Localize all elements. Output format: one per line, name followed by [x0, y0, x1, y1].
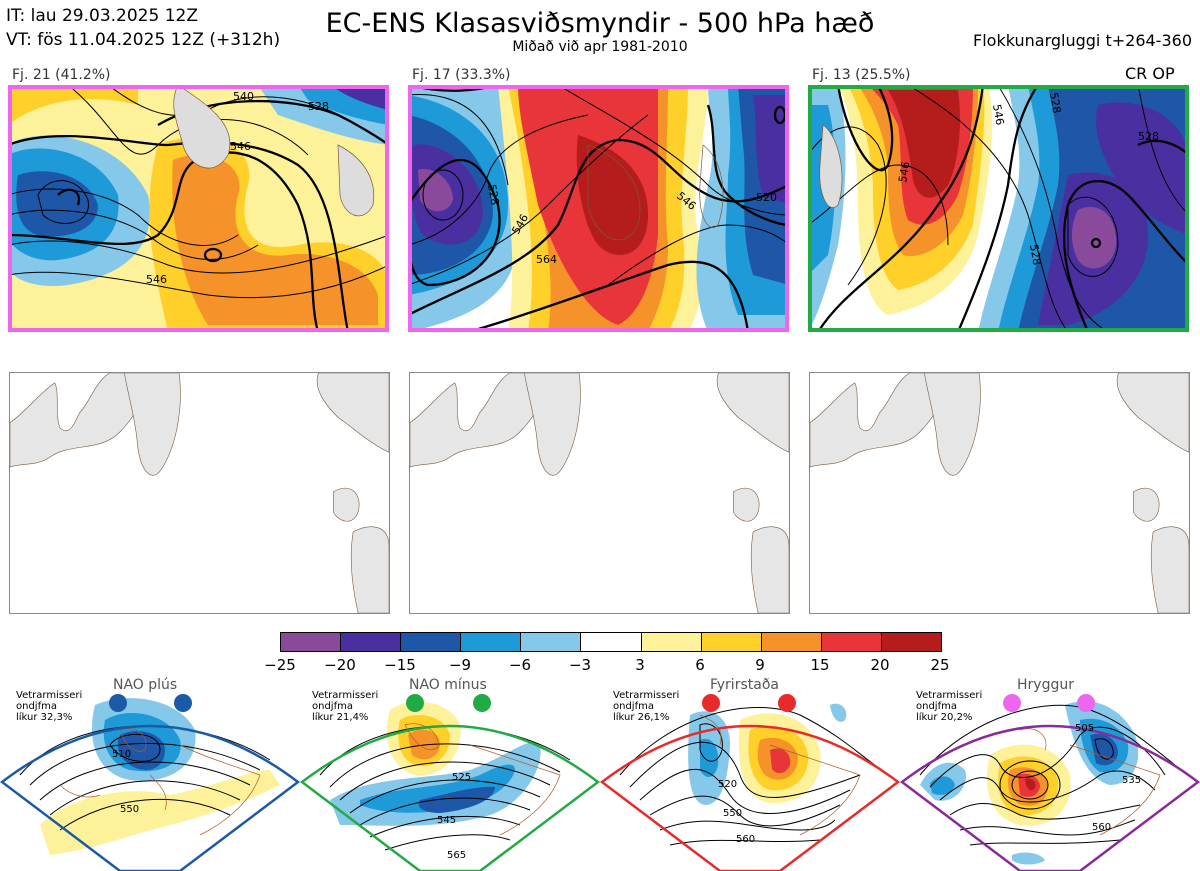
cluster-1-frame — [8, 85, 389, 332]
cluster-2-frame — [408, 85, 789, 332]
regime-marker — [778, 694, 796, 712]
page-subtitle: Miðað við apr 1981-2010 — [512, 39, 688, 55]
contour-label: 510 — [112, 749, 131, 760]
colorbar-tick: 9 — [755, 656, 765, 674]
colorbar-segment — [521, 633, 582, 651]
regime-blocking[interactable]: 520 550 560 — [599, 675, 901, 871]
contour-label: 560 — [1092, 822, 1111, 833]
contour-label: 528 — [308, 100, 329, 113]
colorbar-tick: 25 — [930, 656, 950, 674]
cluster-1-label: Fj. 21 (41.2%) — [12, 67, 111, 83]
regime-caption: Vetrarmisseri ondjfma líkur 26,1% — [613, 690, 680, 723]
regime-title: Fyrirstaða — [710, 677, 779, 693]
contour-label: 528 — [1027, 243, 1043, 266]
regime-marker — [1077, 694, 1095, 712]
colorbar-segment — [341, 633, 402, 651]
contour-label: 546 — [896, 161, 912, 184]
contour-label: 528 — [485, 183, 501, 206]
colorbar-segment — [461, 633, 522, 651]
contour-label: 546 — [990, 103, 1006, 126]
colorbar-segment — [761, 633, 822, 651]
page-title: EC-ENS Klasasviðsmyndir - 500 hPa hæð — [325, 8, 875, 39]
cluster-3-frame — [808, 85, 1189, 332]
cluster-2-label: Fj. 17 (33.3%) — [412, 67, 511, 83]
colorbar-segment — [401, 633, 462, 651]
regime-title: Hryggur — [1017, 677, 1074, 693]
colorbar-tick: −25 — [264, 656, 296, 674]
contour-label: 546 — [146, 273, 167, 286]
regime-title: NAO mínus — [409, 677, 487, 693]
init-time: IT: lau 29.03.2025 12Z — [6, 6, 198, 26]
contour-label: 535 — [1122, 775, 1141, 786]
regime-caption: Vetrarmisseri ondjfma líkur 21,4% — [312, 690, 379, 723]
contour-label: 550 — [723, 808, 742, 819]
colorbar-tick: −6 — [508, 656, 532, 674]
control-operational-tag: CR OP — [1125, 64, 1175, 83]
run-info: IT: lau 29.03.2025 12Z VT: fös 11.04.202… — [6, 4, 280, 52]
contour-label: 520 — [718, 779, 737, 790]
regime-marker — [174, 694, 192, 712]
colorbar-tick: 15 — [810, 656, 830, 674]
contour-label: 540 — [233, 90, 254, 103]
contour-label: 520 — [756, 191, 777, 204]
regime-frame — [299, 724, 601, 871]
colorbar-segment — [701, 633, 762, 651]
regime-frame — [0, 724, 301, 871]
contour-label: 528 — [1047, 92, 1063, 115]
colorbar-tick: −3 — [568, 656, 592, 674]
colorbar-tick: 3 — [635, 656, 645, 674]
colorbar-segment — [881, 633, 942, 651]
regime-marker — [1003, 694, 1021, 712]
regime-nao-plus[interactable]: 510 550 — [0, 675, 301, 871]
cluster-3-anomaly-map — [809, 372, 1190, 614]
colorbar-segment — [821, 633, 882, 651]
contour-label: 560 — [736, 834, 755, 845]
regime-frame — [899, 724, 1200, 871]
cluster-1-anomaly-map — [9, 372, 390, 614]
colorbar-tick: 20 — [870, 656, 890, 674]
regime-ridge[interactable]: 505 535 560 — [899, 675, 1200, 871]
colorbar-tick: 6 — [695, 656, 705, 674]
colorbar — [280, 632, 942, 652]
colorbar-segment — [641, 633, 702, 651]
contour-label: 565 — [447, 850, 466, 861]
classification-window: Flokkunargluggi t+264-360 — [973, 31, 1192, 50]
regime-caption: Vetrarmisseri ondjfma líkur 20,2% — [916, 690, 983, 723]
regime-nao-minus[interactable]: 525 545 565 — [299, 675, 601, 871]
colorbar-tick: −9 — [448, 656, 472, 674]
contour-label: 528 — [1138, 130, 1159, 143]
regime-marker — [406, 694, 424, 712]
contour-label: 564 — [536, 253, 557, 266]
colorbar-segment — [581, 633, 642, 651]
contour-label: 546 — [230, 140, 251, 153]
contour-label: 550 — [120, 804, 139, 815]
cluster-3-map[interactable]: 546 528 546 528 528 — [808, 85, 1189, 332]
valid-time: VT: fös 11.04.2025 12Z (+312h) — [6, 30, 281, 50]
cluster-3-label: Fj. 13 (25.5%) — [812, 67, 911, 83]
regime-marker — [473, 694, 491, 712]
cluster-2-anomaly-map — [409, 372, 790, 614]
contour-label: 505 — [1075, 723, 1094, 734]
regime-title: NAO plús — [113, 677, 178, 693]
contour-label: 545 — [437, 815, 456, 826]
regime-marker — [109, 694, 127, 712]
colorbar-segment — [281, 633, 342, 651]
regime-frame — [599, 724, 901, 871]
colorbar-tick: −15 — [384, 656, 416, 674]
cluster-1-map[interactable]: 528 546 546 540 — [8, 85, 389, 332]
regime-caption: Vetrarmisseri ondjfma líkur 32,3% — [16, 690, 83, 723]
regime-marker — [702, 694, 720, 712]
cluster-2-map[interactable]: 546 564 546 520 528 — [408, 85, 789, 332]
colorbar-tick: −20 — [324, 656, 356, 674]
contour-label: 525 — [452, 772, 471, 783]
